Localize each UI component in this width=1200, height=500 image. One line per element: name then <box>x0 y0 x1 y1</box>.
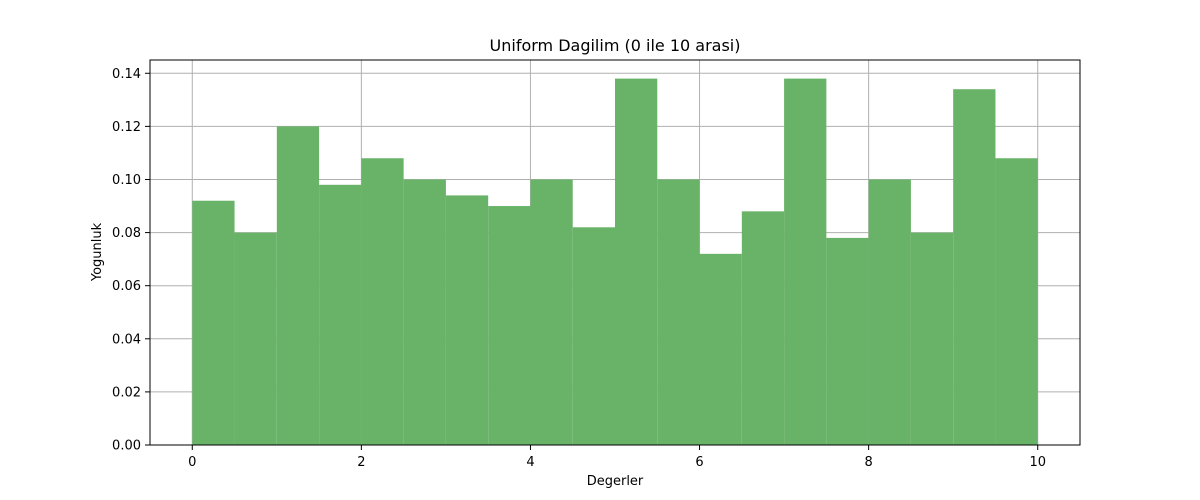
y-axis-ticks: 0.00 0.02 0.04 0.06 0.08 0.10 0.12 0.14 <box>112 67 150 454</box>
histogram-bar <box>488 206 531 445</box>
plot-frame <box>149 59 1081 446</box>
histogram-bar <box>319 184 362 446</box>
y-tick-label: 0.10 <box>112 173 141 188</box>
histogram-bar <box>910 232 954 445</box>
histogram-bar <box>995 158 1038 445</box>
histogram-bar <box>276 126 320 446</box>
y-tick-label: 0.06 <box>112 279 141 294</box>
y-axis-label: Yogunluk <box>90 222 105 282</box>
y-tick-label: 0.04 <box>112 332 141 347</box>
histogram-bar <box>572 227 615 445</box>
x-tick-label: 0 <box>188 455 196 470</box>
x-tick-label: 4 <box>526 455 534 470</box>
y-tick-label: 0.00 <box>112 439 141 454</box>
histogram-bar <box>741 211 785 445</box>
chart-title: Uniform Dagilim (0 ile 10 arasi) <box>490 36 741 55</box>
y-tick-label: 0.02 <box>112 385 141 400</box>
histogram-bar <box>192 200 235 445</box>
histogram-bar <box>234 232 277 445</box>
histogram-bar <box>953 89 996 445</box>
x-axis-ticks: 0 2 4 6 8 10 <box>188 445 1046 470</box>
histogram-bar <box>868 179 911 445</box>
histogram-bars <box>192 78 1038 446</box>
x-tick-label: 2 <box>357 455 365 470</box>
histogram-bar <box>615 78 658 445</box>
histogram-bar <box>530 179 573 445</box>
histogram-bar <box>826 237 869 445</box>
x-tick-label: 8 <box>864 455 872 470</box>
histogram-bar <box>784 78 827 445</box>
y-tick-label: 0.12 <box>112 120 141 135</box>
histogram-bar <box>403 179 446 445</box>
histogram-bar <box>361 158 404 445</box>
x-tick-label: 10 <box>1029 455 1046 470</box>
histogram-bar <box>699 253 742 445</box>
y-tick-label: 0.14 <box>112 67 141 82</box>
histogram-bar <box>445 195 489 445</box>
x-axis-label: Degerler <box>587 474 644 489</box>
x-tick-label: 6 <box>695 455 703 470</box>
histogram-bar <box>657 179 700 445</box>
y-tick-label: 0.08 <box>112 226 141 241</box>
